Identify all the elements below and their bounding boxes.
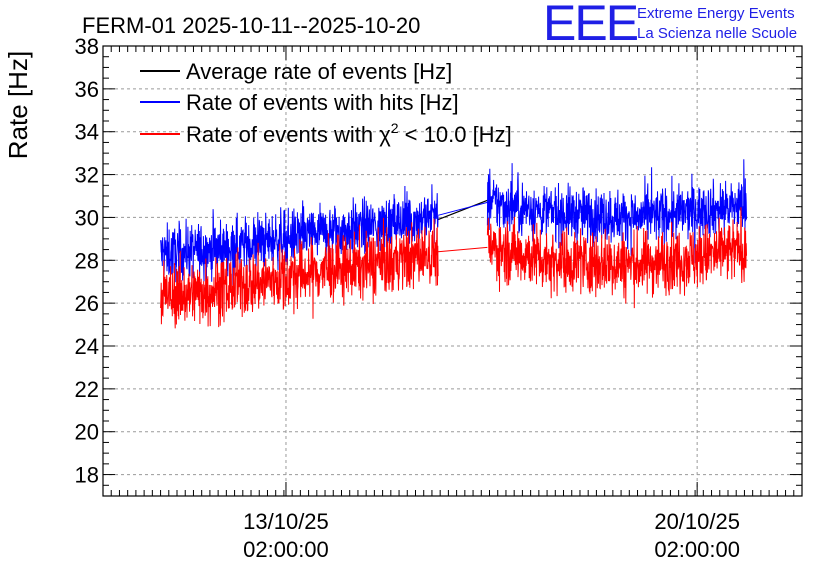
legend: Average rate of events [Hz] Rate of event… — [140, 59, 512, 147]
eee-logo: EEE Extreme Energy Events La Scienza nel… — [543, 0, 797, 51]
axes: 182022242628303234363813/10/2502:00:0020… — [75, 34, 803, 562]
logo-line-1: Extreme Energy Events — [637, 5, 795, 22]
y-tick-label: 38 — [75, 34, 99, 59]
legend-label-0: Average rate of events [Hz] — [186, 59, 452, 84]
x-tick-label-date: 20/10/25 — [654, 509, 740, 534]
x-tick-label-date: 13/10/25 — [243, 509, 329, 534]
plot-series — [160, 159, 747, 329]
y-tick-label: 34 — [75, 120, 99, 145]
y-tick-label: 24 — [75, 334, 99, 359]
legend-label-text: Rate of events with hits [Hz] — [186, 90, 459, 115]
x-tick-label-time: 02:00:00 — [654, 537, 740, 562]
legend-label-text: Average rate of events [Hz] — [186, 59, 452, 84]
y-tick-label: 22 — [75, 377, 99, 402]
x-tick-label-time: 02:00:00 — [243, 537, 329, 562]
chart-title: FERM-01 2025-10-11--2025-10-20 — [82, 13, 420, 38]
y-axis-label: Rate [Hz] — [3, 51, 33, 159]
logo-mark: EEE — [543, 0, 638, 51]
y-tick-label: 36 — [75, 77, 99, 102]
legend-label-suffix: < 10.0 [Hz] — [399, 122, 512, 147]
logo-line-2: La Scienza nelle Scuole — [637, 25, 797, 42]
y-tick-label: 30 — [75, 205, 99, 230]
y-tick-label: 20 — [75, 420, 99, 445]
series-line-average-rate — [437, 199, 488, 221]
legend-label-1: Rate of events with hits [Hz] — [186, 90, 459, 115]
y-tick-label: 26 — [75, 291, 99, 316]
y-tick-label: 18 — [75, 463, 99, 488]
y-tick-label: 28 — [75, 248, 99, 273]
legend-label-2: Rate of events with χ2 < 10.0 [Hz] — [186, 120, 512, 147]
series-line-chi2-rate — [160, 207, 747, 329]
legend-label-superscript: 2 — [391, 120, 399, 136]
y-tick-label: 32 — [75, 163, 99, 188]
series-line-hits-rate — [160, 159, 747, 293]
legend-label-text: Rate of events with χ — [186, 122, 391, 147]
